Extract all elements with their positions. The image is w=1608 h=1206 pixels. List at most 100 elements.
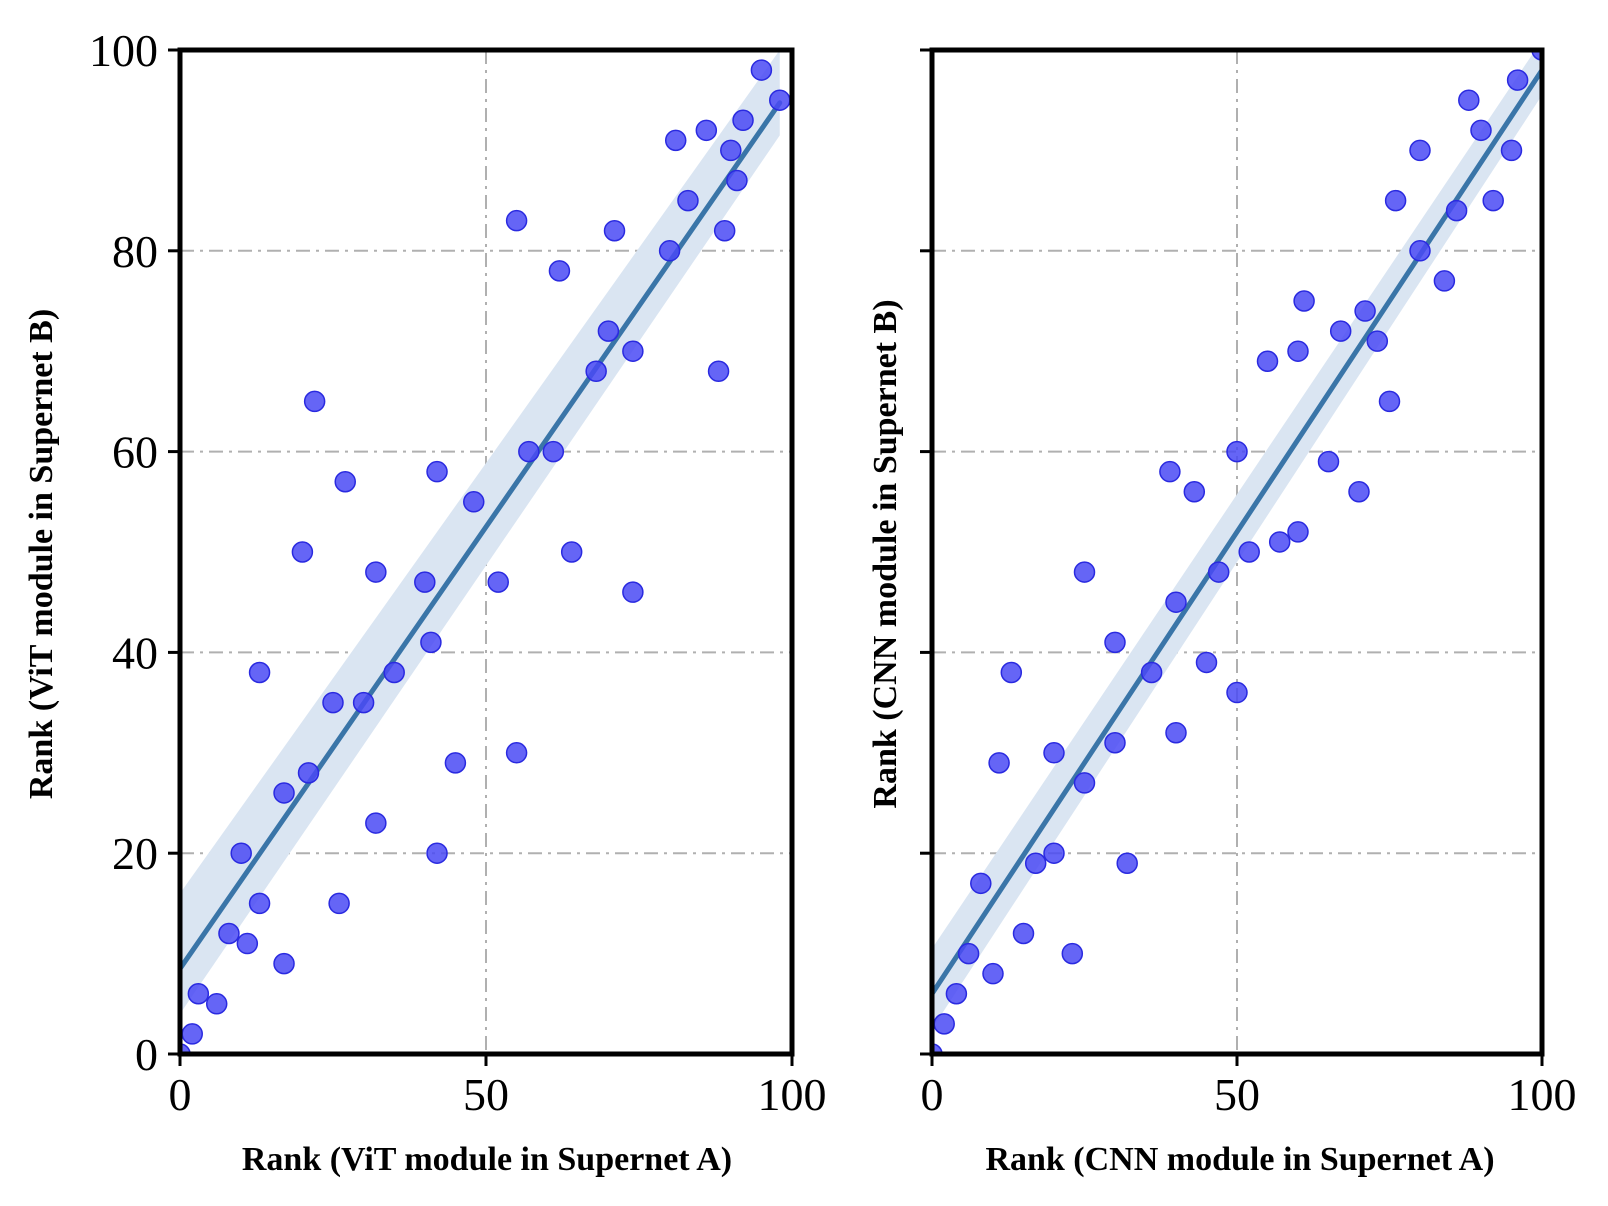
right-fit-line-group [932, 67, 1542, 997]
right-data-point [1409, 240, 1431, 262]
right-data-point [1207, 561, 1230, 583]
left-data-point [560, 541, 583, 563]
left-data-point [383, 661, 405, 684]
left-data-point [334, 470, 356, 493]
right-data-point [1506, 69, 1529, 91]
left-data-point [542, 440, 565, 463]
right-data-point [1183, 481, 1206, 503]
right-data-point [1012, 922, 1035, 945]
left-data-point [273, 782, 295, 804]
left-x-tick-label: 0 [169, 1069, 192, 1120]
left-data-point [187, 983, 210, 1005]
left-x-axis-label: Rank (ViT module in Supernet A) [242, 1141, 732, 1178]
right-x-tick-label: 0 [921, 1069, 944, 1120]
right-data-point [1073, 772, 1096, 794]
left-data-point [322, 691, 344, 714]
right-data-point [1043, 742, 1065, 764]
left-data-point [273, 952, 295, 975]
left-data-point [597, 320, 620, 342]
left-data-point [548, 260, 571, 282]
right-data-point [1024, 852, 1047, 874]
left-scatter-panel: 0 50 100 0 20 40 60 80 100 Rank (ViT module in S… [23, 25, 827, 1178]
left-data-point [230, 842, 252, 864]
right-points [932, 50, 1542, 1054]
left-y-tick-label: 80 [112, 226, 158, 277]
right-data-point [1482, 189, 1504, 212]
right-data-point [1116, 852, 1138, 874]
right-data-point [1104, 732, 1126, 754]
right-data-point [957, 942, 980, 965]
right-data-point [1287, 340, 1309, 362]
left-data-point [218, 922, 240, 945]
right-data-point [1329, 320, 1352, 342]
left-data-point [303, 390, 326, 413]
left-data-point [426, 842, 448, 864]
left-y-tick-label: 20 [112, 828, 158, 879]
right-data-point [1287, 521, 1309, 543]
right-data-point [945, 983, 968, 1005]
right-data-point [1384, 189, 1407, 212]
left-data-point [328, 892, 350, 915]
right-data-point [1354, 300, 1376, 322]
right-x-axis-label: Rank (CNN module in Supernet A) [985, 1141, 1494, 1178]
right-data-point [970, 872, 992, 895]
right-data-point [1458, 89, 1480, 111]
left-y-tick-label: 0 [135, 1029, 158, 1080]
left-data-point [664, 129, 687, 152]
left-ticks: 0 50 100 0 20 40 60 80 100 [89, 25, 827, 1120]
left-data-point [769, 89, 791, 111]
left-data-point [248, 892, 271, 915]
left-data-point [236, 932, 259, 955]
left-data-point [426, 460, 448, 483]
left-y-tick-label: 40 [112, 627, 158, 678]
left-data-point [463, 491, 485, 513]
left-data-point [585, 360, 607, 383]
right-data-point [1140, 661, 1163, 684]
left-points [180, 59, 791, 1054]
right-regression-line [932, 67, 1542, 997]
left-data-point [707, 360, 730, 383]
left-data-point [505, 209, 528, 232]
right-data-point [1165, 721, 1187, 744]
right-scatter-panel: 0 50 100 Rank (CNN module in Supernet A) R… [867, 47, 1577, 1178]
right-data-point [1256, 350, 1279, 372]
right-ticks: 0 50 100 [920, 48, 1577, 1120]
left-data-point [181, 1023, 203, 1045]
left-data-point [622, 581, 644, 603]
left-data-point [365, 812, 387, 834]
left-regression-line [180, 100, 783, 972]
left-data-point [365, 561, 387, 583]
left-data-point [352, 691, 375, 714]
right-data-point [933, 1013, 955, 1035]
right-data-point [1226, 681, 1248, 704]
left-data-point [622, 340, 644, 362]
right-data-point [988, 752, 1010, 774]
left-data-point [720, 139, 742, 162]
left-data-point [750, 59, 773, 81]
right-data-point [1000, 661, 1023, 684]
right-data-point [982, 962, 1004, 985]
right-data-point [1104, 631, 1126, 654]
left-data-point [603, 219, 626, 242]
right-data-point [1073, 561, 1096, 583]
left-data-point [726, 169, 748, 192]
right-data-point [1043, 842, 1065, 864]
right-data-point [1409, 139, 1431, 162]
left-data-point [205, 993, 228, 1015]
right-data-point [1159, 460, 1181, 483]
left-data-point [414, 571, 436, 593]
right-data-point [1366, 330, 1389, 352]
right-data-point [1195, 651, 1218, 674]
left-x-tick-label: 50 [463, 1069, 509, 1120]
left-data-point [658, 240, 681, 262]
left-x-tick-label: 100 [758, 1069, 827, 1120]
right-data-point [1378, 390, 1401, 413]
right-y-axis-label: Rank (CNN module in Supernet B) [867, 299, 904, 808]
right-data-point [1317, 450, 1340, 473]
left-y-axis-label: Rank (ViT module in Supernet B) [23, 309, 60, 799]
left-data-point [518, 440, 540, 463]
right-data-point [1268, 531, 1291, 553]
right-data-point [1165, 591, 1187, 613]
